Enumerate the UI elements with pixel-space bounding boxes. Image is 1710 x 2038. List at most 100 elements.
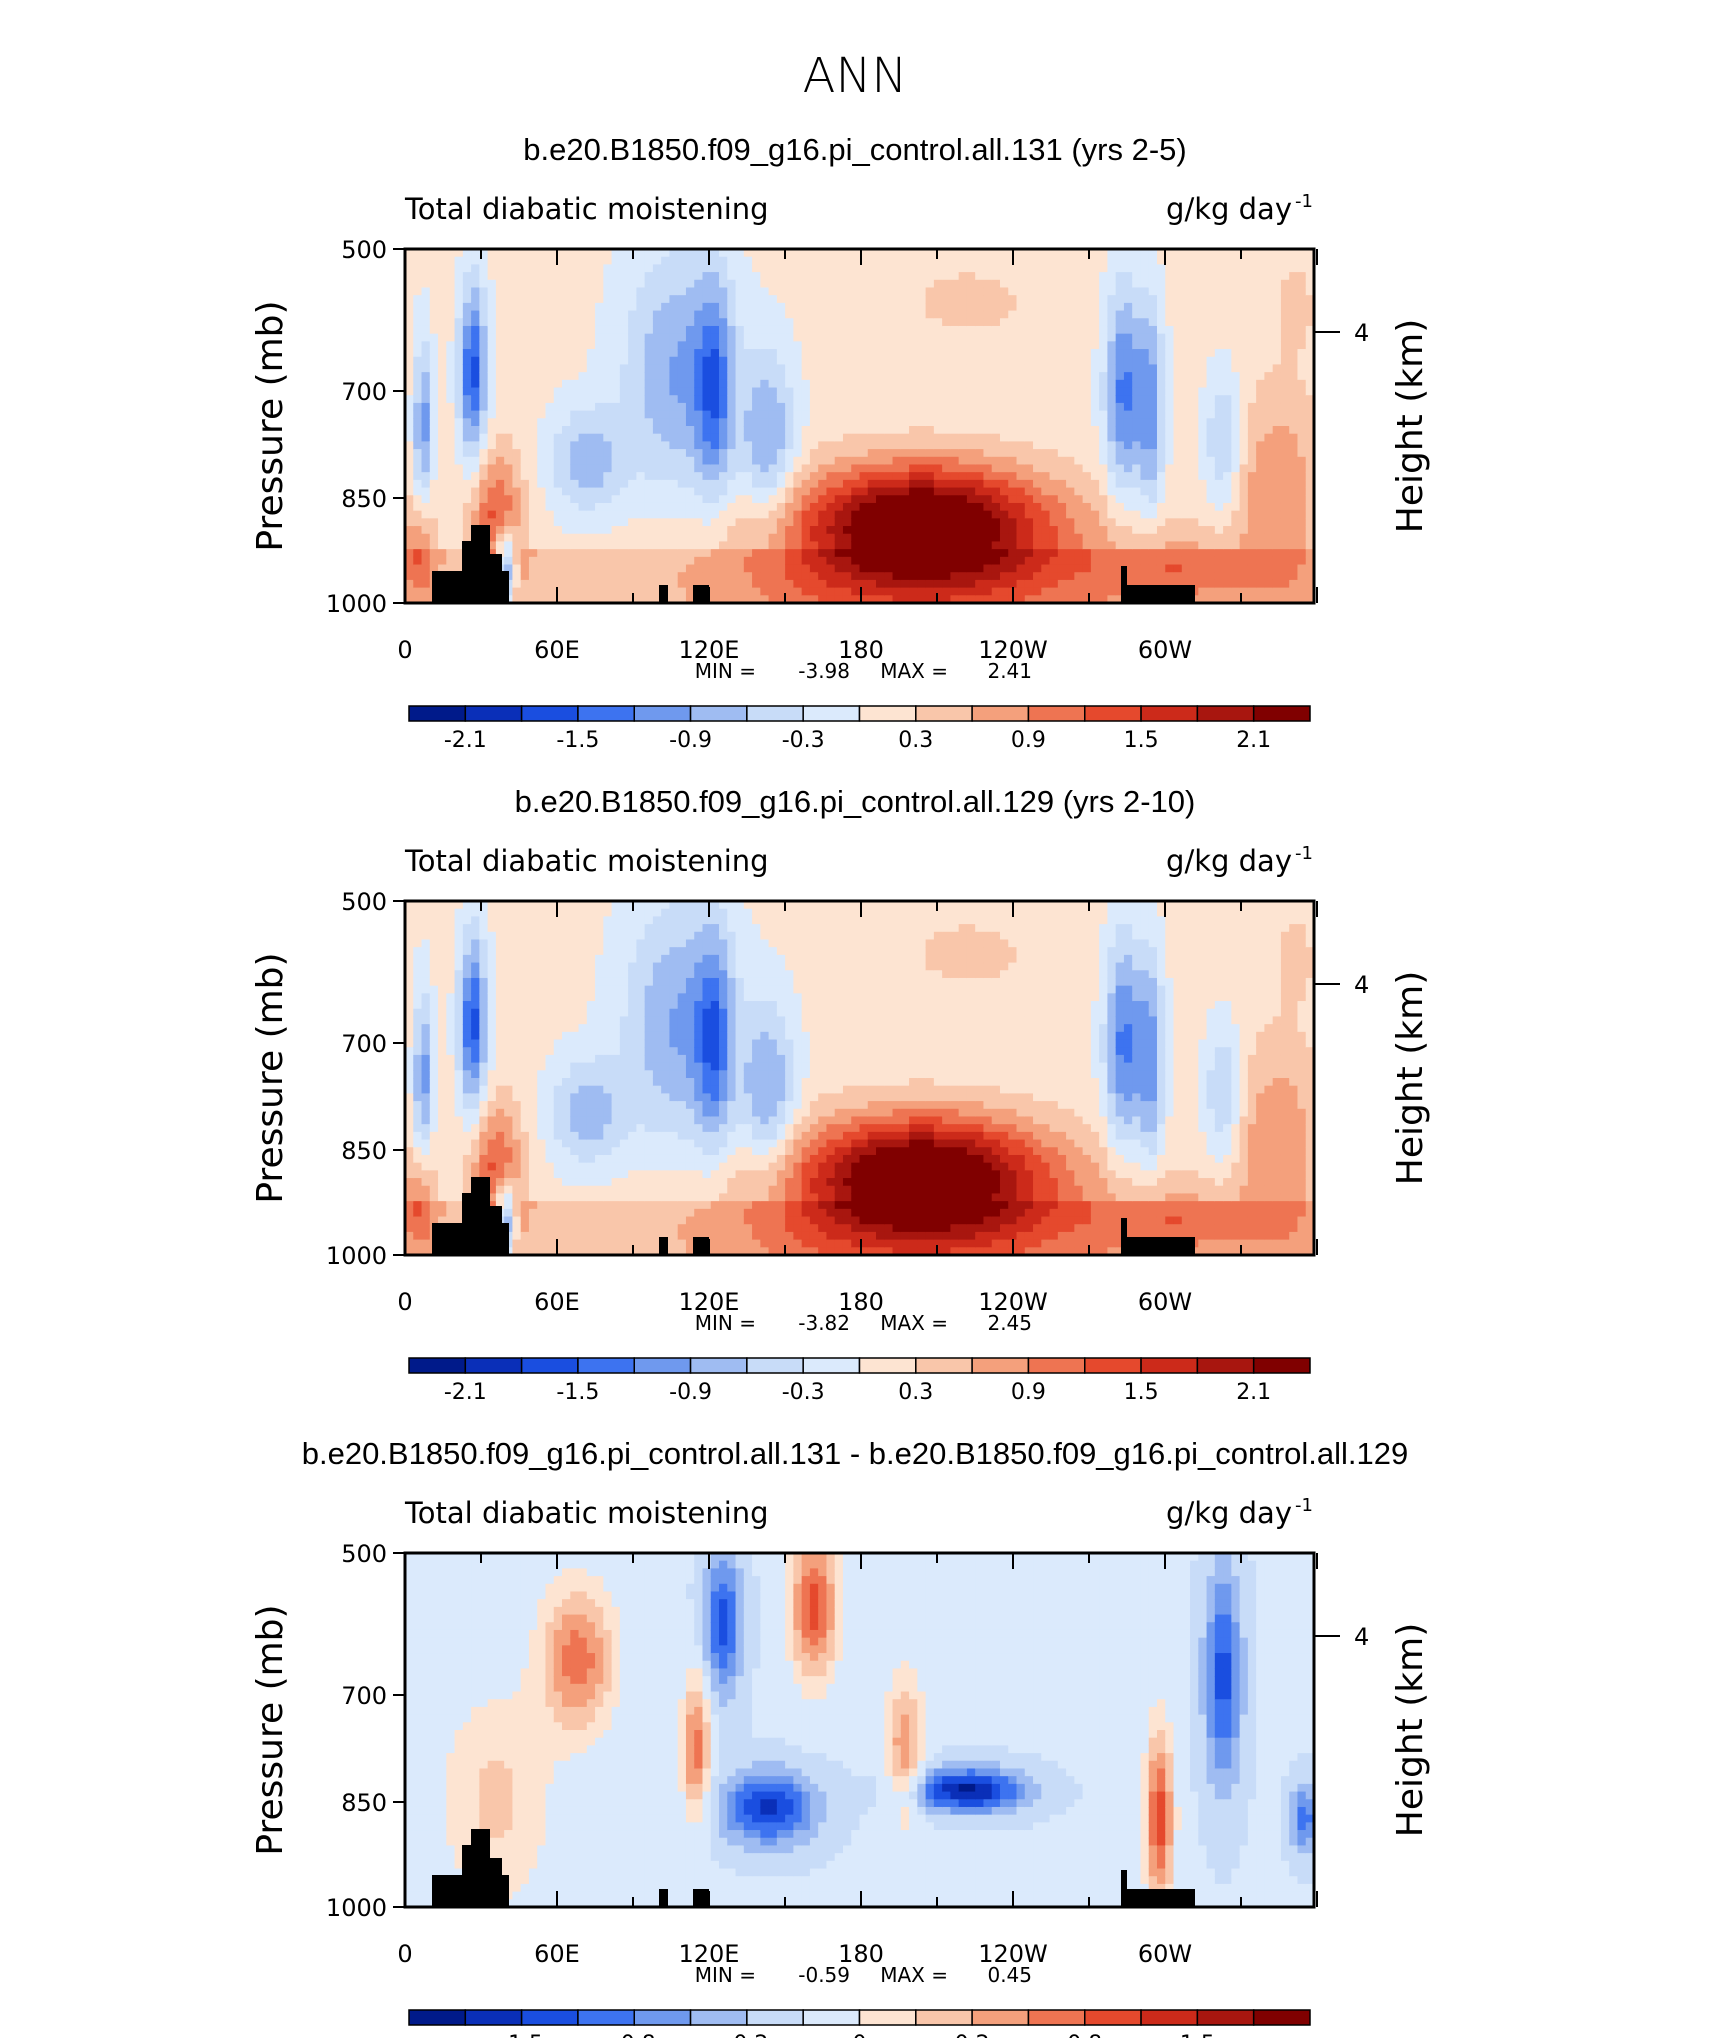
heatmap-cell xyxy=(834,333,844,342)
heatmap-cell xyxy=(586,595,596,604)
heatmap-cell xyxy=(760,341,770,350)
heatmap-cell xyxy=(677,502,687,512)
heatmap-cell xyxy=(884,249,894,258)
heatmap-cell xyxy=(611,310,621,319)
heatmap-cell xyxy=(578,256,588,265)
heatmap-cell xyxy=(1041,333,1051,342)
heatmap-cell xyxy=(545,418,555,427)
heatmap-cell xyxy=(636,456,646,466)
heatmap-cell xyxy=(1041,556,1051,566)
heatmap-cell xyxy=(710,249,720,258)
heatmap-cell xyxy=(702,349,712,358)
heatmap-cell xyxy=(611,572,621,581)
heatmap-cell xyxy=(909,372,918,381)
heatmap-cell xyxy=(768,564,778,573)
heatmap-cell xyxy=(487,533,497,543)
heatmap-cell xyxy=(644,302,654,312)
heatmap-cell xyxy=(776,318,786,327)
heatmap-cell xyxy=(694,372,704,381)
heatmap-cell xyxy=(1239,387,1249,396)
heatmap-cell xyxy=(421,287,431,296)
heatmap-cell xyxy=(595,572,604,581)
heatmap-cell xyxy=(793,356,803,366)
heatmap-cell xyxy=(760,433,770,442)
heatmap-cell xyxy=(991,341,1001,350)
heatmap-cell xyxy=(1198,249,1208,258)
heatmap-cell xyxy=(669,479,679,489)
heatmap-cell xyxy=(859,264,869,273)
heatmap-cell xyxy=(661,333,671,342)
heatmap-cell xyxy=(553,564,563,573)
heatmap-cell xyxy=(809,549,819,558)
heatmap-cell xyxy=(495,341,505,350)
heatmap-cell xyxy=(644,287,654,296)
heatmap-cell xyxy=(793,502,803,512)
heatmap-cell xyxy=(413,379,423,389)
heatmap-cell xyxy=(1256,356,1266,366)
heatmap-cell xyxy=(760,479,770,489)
heatmap-cell xyxy=(619,564,629,573)
heatmap-cell xyxy=(1297,349,1307,358)
heatmap-cell xyxy=(1247,379,1257,389)
heatmap-cell xyxy=(884,526,894,535)
heatmap-cell xyxy=(925,264,935,273)
heatmap-cell xyxy=(719,556,728,566)
heatmap-cell xyxy=(702,295,712,304)
heatmap-cell xyxy=(842,372,852,381)
heatmap-cell xyxy=(1231,495,1241,504)
heatmap-cell xyxy=(818,556,828,566)
heatmap-cell xyxy=(892,426,902,435)
heatmap-cell xyxy=(818,472,828,481)
heatmap-cell xyxy=(1289,325,1299,335)
heatmap-cell xyxy=(471,264,480,273)
heatmap-cell xyxy=(966,433,976,442)
heatmap-cell xyxy=(801,325,811,335)
heatmap-cell xyxy=(644,556,654,566)
heatmap-cell xyxy=(1041,318,1051,327)
heatmap-cell xyxy=(991,533,1001,543)
heatmap-cell xyxy=(1231,564,1241,573)
heatmap-cell xyxy=(1247,295,1257,304)
heatmap-cell xyxy=(867,472,877,481)
heatmap-cell xyxy=(462,479,472,489)
heatmap-cell xyxy=(1272,541,1282,550)
heatmap-cell xyxy=(925,302,935,312)
heatmap-cell xyxy=(1041,502,1051,512)
heatmap-cell xyxy=(884,387,894,396)
heatmap-cell xyxy=(768,341,778,350)
heatmap-cell xyxy=(495,318,505,327)
heatmap-cell xyxy=(1016,387,1026,396)
heatmap-cell xyxy=(644,572,654,581)
heatmap-cell xyxy=(1057,372,1067,381)
heatmap-cell xyxy=(859,541,869,550)
heatmap-cell xyxy=(710,518,720,527)
heatmap-cell xyxy=(644,564,654,573)
heatmap-cell xyxy=(1041,426,1051,435)
heatmap-cell xyxy=(785,495,794,504)
heatmap-cell xyxy=(462,402,472,412)
heatmap-cell xyxy=(1008,556,1018,566)
heatmap-cell xyxy=(1016,587,1026,596)
heatmap-cell xyxy=(975,356,985,366)
heatmap-cell xyxy=(1090,379,1100,389)
heatmap-cell xyxy=(1206,495,1216,504)
heatmap-cell xyxy=(933,256,943,265)
heatmap-cell xyxy=(1289,433,1299,442)
heatmap-cell xyxy=(1057,279,1067,289)
heatmap-cell xyxy=(859,533,869,543)
heatmap-cell xyxy=(1156,410,1166,419)
heatmap-cell xyxy=(603,502,613,512)
heatmap-cell xyxy=(421,456,431,466)
heatmap-cell xyxy=(933,595,943,604)
heatmap-cell xyxy=(991,325,1001,335)
heatmap-cell xyxy=(809,356,819,366)
heatmap-cell xyxy=(760,518,770,527)
heatmap-cell xyxy=(826,456,836,466)
heatmap-cell xyxy=(842,433,852,442)
heatmap-cell xyxy=(1024,372,1034,381)
heatmap-cell xyxy=(462,279,472,289)
heatmap-cell xyxy=(570,464,580,473)
heatmap-cell xyxy=(438,518,447,527)
heatmap-cell xyxy=(446,533,456,543)
heatmap-cell xyxy=(917,325,927,335)
